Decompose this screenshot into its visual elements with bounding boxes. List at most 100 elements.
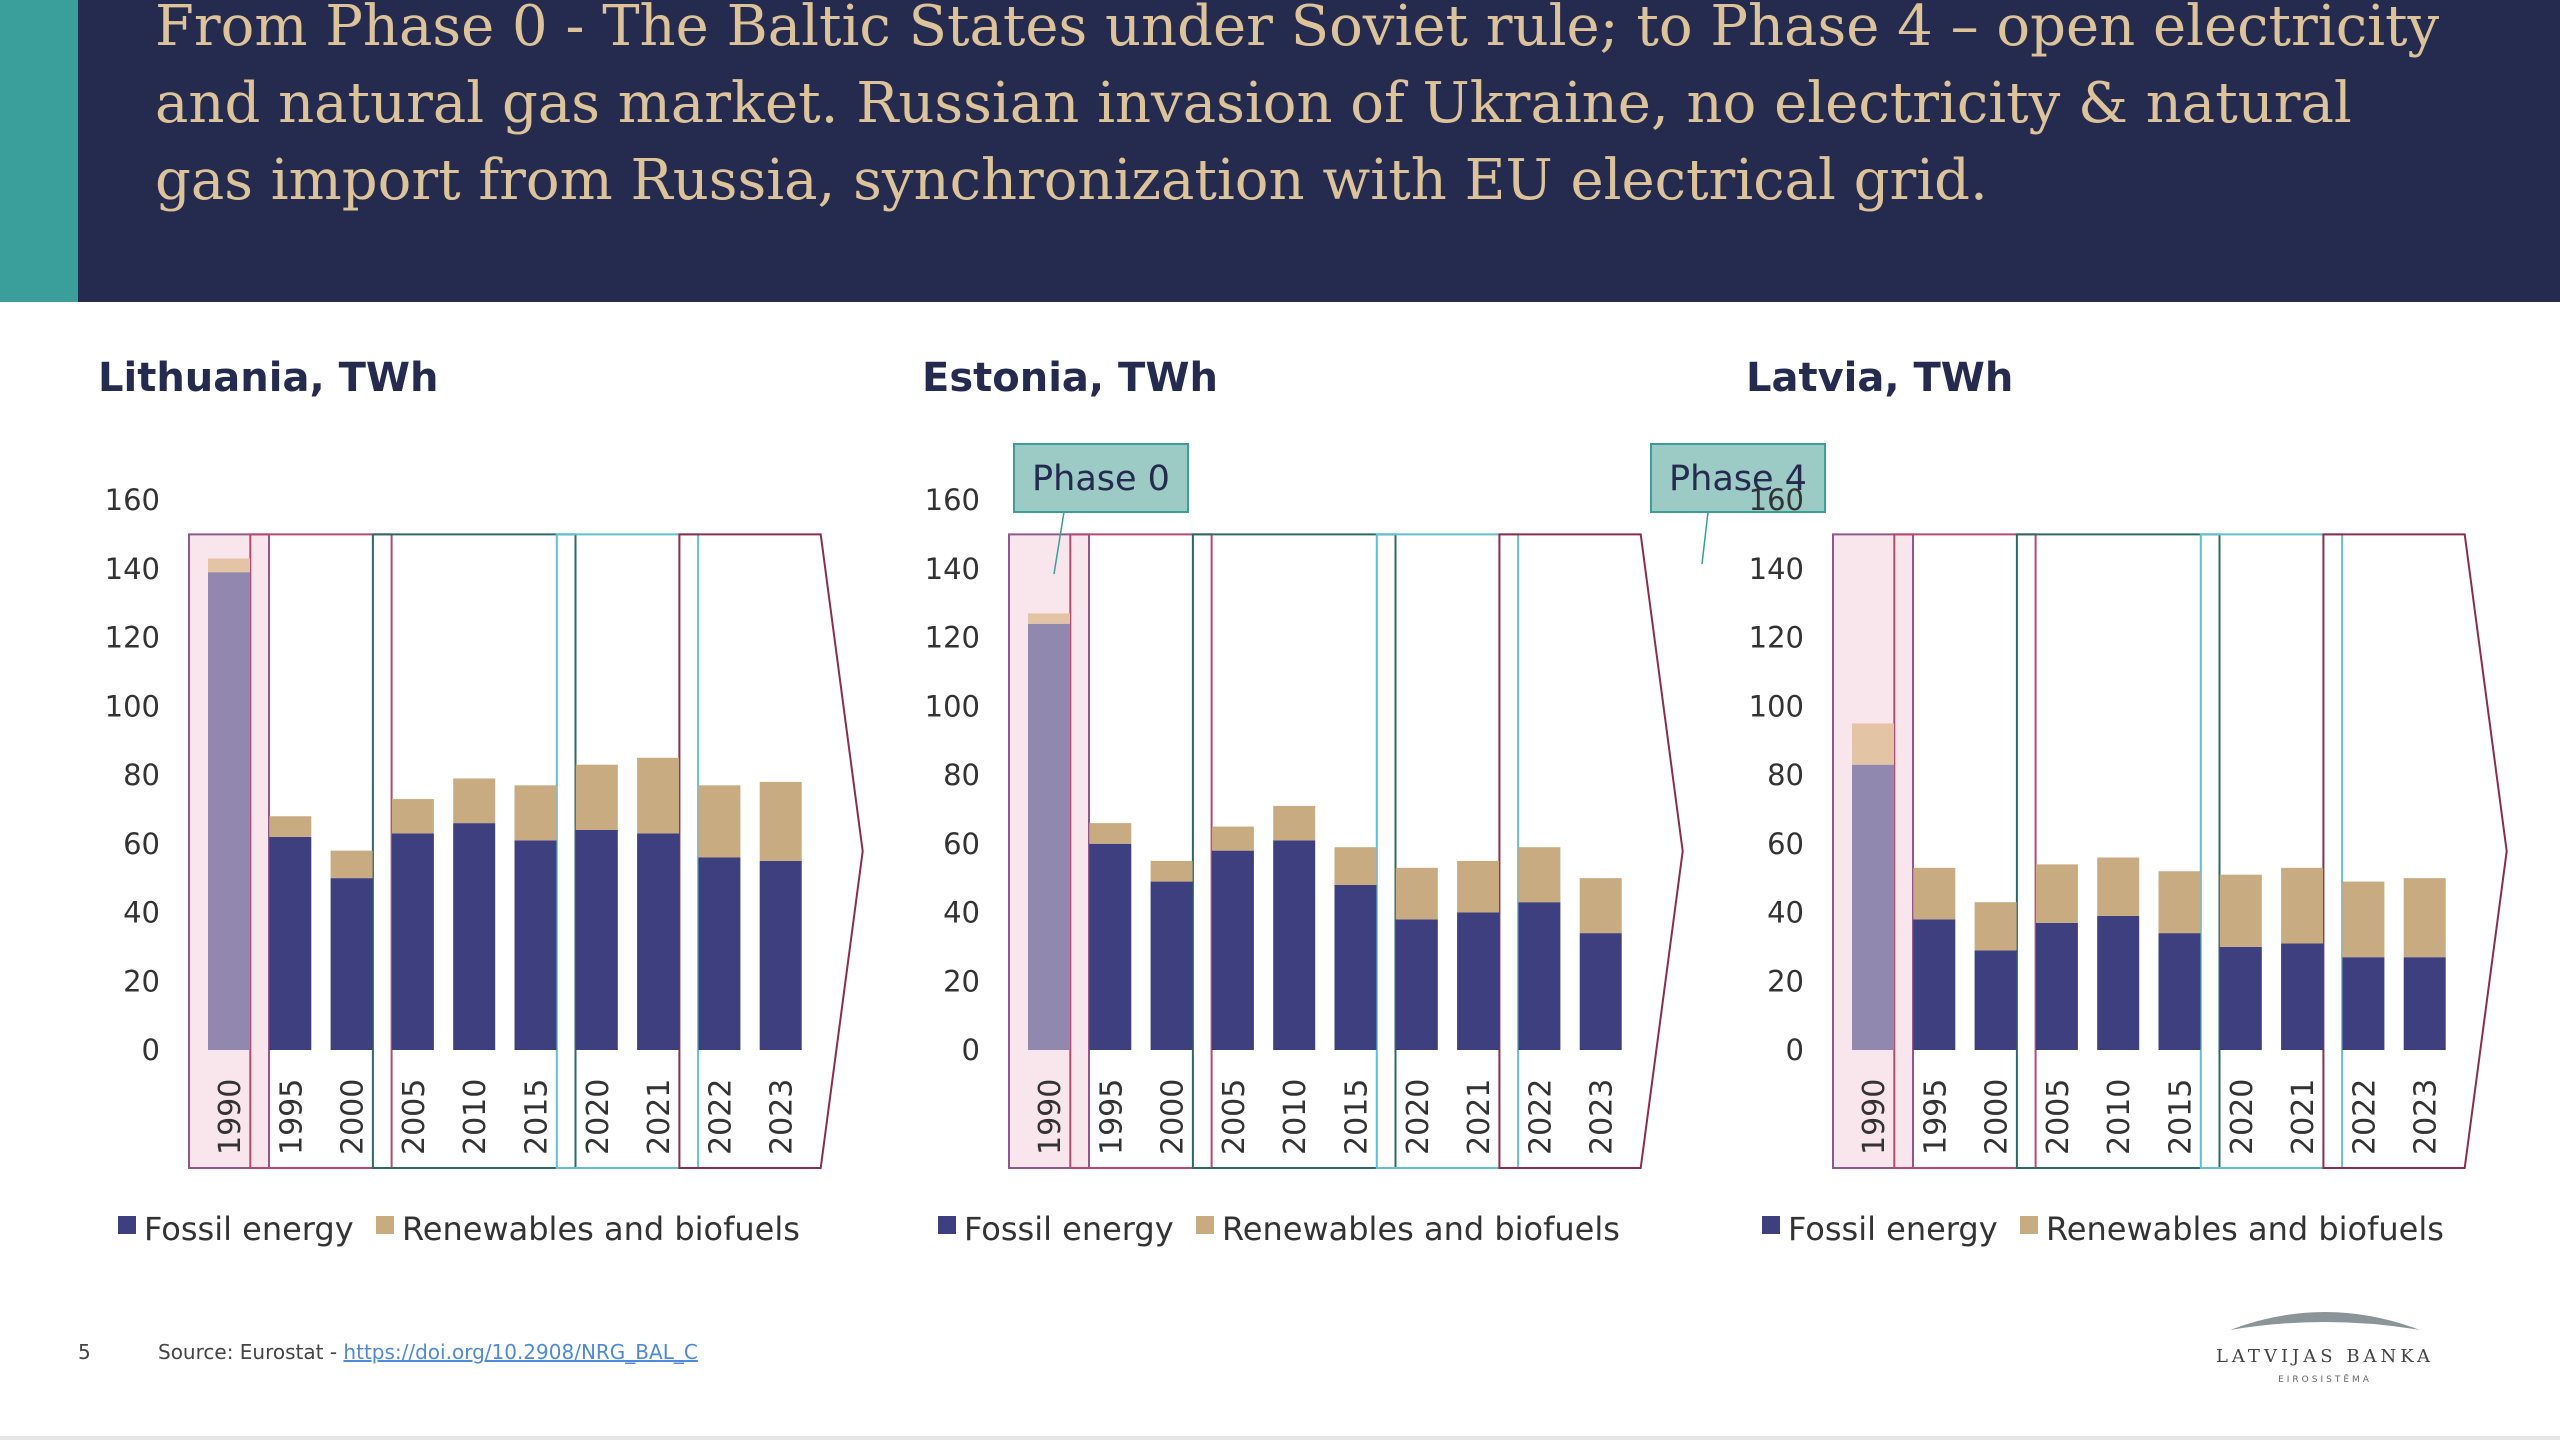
phase-box-4	[678, 533, 864, 1169]
logo-tagline: EIROSISTĒMA	[2278, 1374, 2372, 1385]
y-tick-label: 140	[105, 552, 160, 586]
bar-renewables-1995	[269, 816, 312, 837]
x-tick-label: 2022	[2347, 1079, 2382, 1155]
legend-label-renewables: Renewables and biofuels	[1222, 1210, 1620, 1248]
x-tick-label: 1995	[274, 1079, 309, 1155]
x-tick-label: 2005	[397, 1079, 432, 1155]
bar-renewables-2021	[1457, 860, 1500, 913]
x-tick-label: 2023	[765, 1079, 800, 1155]
y-tick-label: 0	[142, 1033, 160, 1067]
bar-renewables-1990	[1852, 723, 1894, 765]
legend-swatch-fossil	[118, 1216, 136, 1234]
y-tick-label: 160	[1749, 483, 1804, 517]
y-tick-label: 140	[925, 552, 980, 586]
x-tick-label: 2022	[1523, 1079, 1558, 1155]
bar-fossil-2015	[514, 840, 557, 1050]
x-tick-label: 2005	[2041, 1079, 2076, 1155]
x-tick-label: 2020	[581, 1079, 616, 1155]
bar-renewables-2015	[1334, 847, 1377, 885]
bar-fossil-2000	[1974, 950, 2017, 1050]
bar-renewables-1995	[1089, 823, 1132, 844]
y-tick-label: 60	[943, 827, 980, 861]
phase-box-4	[1498, 533, 1684, 1169]
y-tick-label: 20	[943, 964, 980, 998]
bar-renewables-2010	[1273, 805, 1316, 841]
x-tick-label: 2015	[520, 1079, 555, 1155]
page-number: 5	[78, 1340, 91, 1364]
bar-renewables-2010	[453, 778, 496, 824]
y-tick-label: 60	[1767, 827, 1804, 861]
chart-title-lithuania: Lithuania, TWh	[98, 355, 439, 401]
x-tick-label: 2015	[2164, 1079, 2199, 1155]
phase-box-3	[555, 533, 700, 1169]
x-tick-label: 1995	[1918, 1079, 1953, 1155]
bar-fossil-1995	[1089, 843, 1132, 1050]
bar-renewables-2021	[2281, 867, 2324, 944]
bar-fossil-2000	[330, 878, 373, 1050]
bar-fossil-2005	[2035, 922, 2078, 1050]
legend-swatch-fossil	[1762, 1216, 1780, 1234]
x-tick-label: 2023	[2409, 1079, 2444, 1155]
y-tick-label: 80	[943, 758, 980, 792]
legend-label-renewables: Renewables and biofuels	[2046, 1210, 2444, 1248]
bar-fossil-2020	[1395, 919, 1438, 1050]
legend-swatch-renewables	[1196, 1216, 1214, 1234]
x-tick-label: 2021	[642, 1079, 677, 1155]
x-tick-label: 2021	[1462, 1079, 1497, 1155]
x-tick-label: 2021	[2286, 1079, 2321, 1155]
bar-fossil-2022	[698, 857, 741, 1050]
callout-leader	[1053, 511, 1065, 575]
phase-box-2	[1191, 533, 1397, 1169]
bar-renewables-1990	[1028, 613, 1070, 624]
x-tick-label: 2010	[1278, 1079, 1313, 1155]
bar-fossil-2010	[453, 823, 496, 1050]
y-tick-label: 0	[1786, 1033, 1804, 1067]
footer-divider	[0, 1436, 2560, 1440]
y-tick-label: 0	[962, 1033, 980, 1067]
source-prefix: Source: Eurostat -	[158, 1340, 344, 1364]
y-tick-label: 40	[123, 896, 160, 930]
header-banner: From Phase 0 - The Baltic States under S…	[0, 0, 2560, 302]
x-tick-label: 1990	[1857, 1079, 1892, 1155]
phase-box-1	[249, 533, 393, 1169]
callout-label: Phase 4	[1669, 459, 1807, 499]
logo-name: LATVIJAS BANKA	[2216, 1346, 2434, 1367]
y-tick-label: 140	[1749, 552, 1804, 586]
bar-fossil-1995	[1913, 919, 1956, 1050]
bar-fossil-2000	[1150, 881, 1193, 1050]
legend-swatch-renewables	[2020, 1216, 2038, 1234]
bar-fossil-2010	[1273, 840, 1316, 1050]
y-tick-label: 20	[1767, 964, 1804, 998]
y-tick-label: 160	[925, 483, 980, 517]
bar-renewables-2023	[2403, 878, 2446, 958]
x-tick-label: 2000	[1156, 1079, 1191, 1155]
legend-label-fossil: Fossil energy	[964, 1210, 1174, 1248]
latvijas-banka-logo: LATVIJAS BANKA EIROSISTĒMA	[2216, 1312, 2434, 1385]
bar-fossil-2015	[2158, 933, 2201, 1050]
slide-title: From Phase 0 - The Baltic States under S…	[155, 0, 2440, 213]
legend-label-renewables: Renewables and biofuels	[402, 1210, 800, 1248]
x-tick-label: 1990	[1033, 1079, 1068, 1155]
callout-box	[1650, 443, 1826, 513]
chart-title-estonia: Estonia, TWh	[922, 355, 1218, 401]
x-tick-label: 2020	[1401, 1079, 1436, 1155]
legend-label-fossil: Fossil energy	[144, 1210, 354, 1248]
bar-renewables-2023	[1579, 878, 1622, 934]
bar-renewables-2005	[1211, 826, 1254, 851]
phase-box-2	[2015, 533, 2221, 1169]
bar-fossil-2005	[391, 833, 434, 1050]
y-tick-label: 20	[123, 964, 160, 998]
bar-renewables-2023	[759, 781, 802, 861]
bar-fossil-2020	[2219, 946, 2262, 1050]
x-tick-label: 2005	[1217, 1079, 1252, 1155]
bar-renewables-1990	[208, 558, 250, 573]
bar-fossil-2023	[759, 860, 802, 1050]
bar-renewables-2005	[2035, 864, 2078, 923]
x-tick-label: 2020	[2225, 1079, 2260, 1155]
x-tick-label: 2010	[2102, 1079, 2137, 1155]
bar-fossil-2023	[1579, 933, 1622, 1050]
phase-box-3	[1375, 533, 1520, 1169]
source-link[interactable]: https://doi.org/10.2908/NRG_BAL_C	[343, 1340, 698, 1364]
x-tick-label: 2022	[703, 1079, 738, 1155]
bar-fossil-2015	[1334, 885, 1377, 1050]
